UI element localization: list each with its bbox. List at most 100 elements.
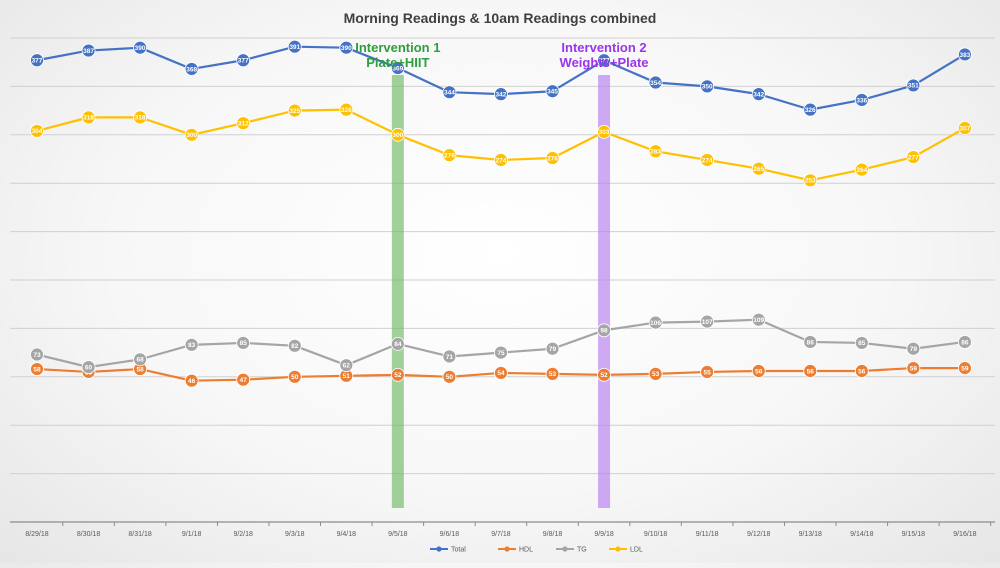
x-tick-label: 9/1/18 [182, 531, 202, 538]
data-label: 390 [135, 45, 146, 52]
data-point [854, 162, 869, 177]
intervention-sublabel: Plate+HIIT [366, 55, 429, 70]
data-point [494, 366, 508, 380]
data-point [287, 103, 302, 118]
data-point [751, 161, 766, 176]
data-label: 326 [341, 107, 352, 114]
x-tick-label: 9/4/18 [337, 531, 357, 538]
data-label: 336 [856, 97, 867, 104]
data-label: 86 [807, 339, 815, 346]
data-label: 279 [444, 152, 455, 159]
legend-label: LDL [630, 547, 643, 554]
data-point [803, 102, 818, 117]
intervention-band [391, 75, 404, 508]
data-point [236, 372, 251, 387]
data-point [648, 366, 663, 381]
data-point [648, 315, 663, 330]
data-point [30, 347, 44, 362]
legend-marker [436, 546, 442, 552]
legend-marker [615, 546, 621, 552]
data-point [854, 364, 869, 378]
x-tick-label: 9/2/18 [233, 531, 253, 538]
data-label: 387 [83, 48, 94, 55]
data-label: 274 [496, 157, 507, 164]
data-point [700, 314, 715, 329]
data-point [133, 352, 148, 367]
data-label: 350 [702, 84, 713, 91]
data-label: 264 [856, 167, 867, 174]
data-label: 377 [599, 58, 610, 65]
data-label: 53 [652, 371, 660, 378]
data-label: 62 [343, 362, 351, 369]
data-point [494, 345, 508, 360]
intervention-band [598, 75, 611, 508]
data-point [494, 153, 508, 167]
data-label: 71 [446, 354, 454, 361]
data-point [390, 127, 405, 142]
data-point [597, 323, 611, 338]
data-point [648, 144, 663, 159]
data-point [906, 361, 921, 375]
data-label: 75 [497, 350, 505, 357]
data-label: 52 [394, 372, 402, 379]
data-point [958, 121, 972, 135]
data-point [133, 40, 148, 55]
data-point [545, 341, 560, 356]
data-label: 85 [240, 340, 248, 347]
x-tick-label: 9/9/18 [594, 531, 614, 538]
data-label: 50 [291, 374, 299, 381]
data-label: 86 [961, 339, 969, 346]
data-label: 107 [702, 319, 713, 326]
data-point [700, 153, 715, 167]
data-label: 312 [238, 120, 249, 127]
data-point [906, 150, 921, 164]
series-line-ldl [36, 108, 966, 182]
legend: Total HDL TG LDL [430, 546, 643, 554]
data-point [236, 336, 251, 350]
intervention-bands [391, 75, 611, 508]
legend-marker [562, 546, 568, 552]
data-point [751, 312, 766, 327]
data-point [442, 85, 457, 100]
legend-label: HDL [519, 547, 533, 554]
data-label: 300 [186, 132, 197, 139]
data-label: 265 [753, 166, 764, 173]
data-point [81, 110, 96, 125]
data-label: 59 [910, 365, 918, 372]
data-label: 390 [341, 45, 352, 52]
data-point [184, 373, 199, 388]
data-label: 325 [289, 108, 300, 115]
data-point [597, 53, 611, 68]
x-tick-label: 8/29/18 [25, 531, 48, 538]
data-point [30, 124, 44, 138]
data-point [184, 337, 199, 352]
data-point [700, 365, 715, 379]
data-point [958, 47, 972, 62]
data-label: 46 [188, 378, 196, 385]
data-label: 58 [33, 366, 41, 373]
data-point [30, 53, 44, 68]
series-line-tg [36, 318, 966, 369]
data-point [958, 335, 972, 349]
data-label: 304 [32, 128, 43, 135]
intervention-label: Intervention 2 [561, 40, 646, 55]
data-label: 55 [704, 369, 712, 376]
data-label: 84 [394, 341, 402, 348]
x-tick-label: 9/12/18 [747, 531, 770, 538]
x-tick-label: 9/7/18 [491, 531, 511, 538]
data-point [30, 362, 44, 376]
data-label: 276 [547, 155, 558, 162]
data-label: 354 [650, 80, 661, 87]
data-point [494, 87, 508, 102]
data-label: 56 [755, 368, 763, 375]
data-label: 79 [549, 346, 557, 353]
data-label: 98 [600, 328, 608, 335]
data-point [906, 78, 921, 93]
data-point [236, 116, 251, 131]
data-label: 85 [858, 340, 866, 347]
x-tick-label: 9/13/18 [799, 531, 822, 538]
data-label: 307 [959, 125, 970, 132]
x-axis: 8/29/18 8/30/18 8/31/18 9/1/18 9/2/18 9/3/18 9… [25, 522, 992, 538]
data-label: 326 [805, 107, 816, 114]
